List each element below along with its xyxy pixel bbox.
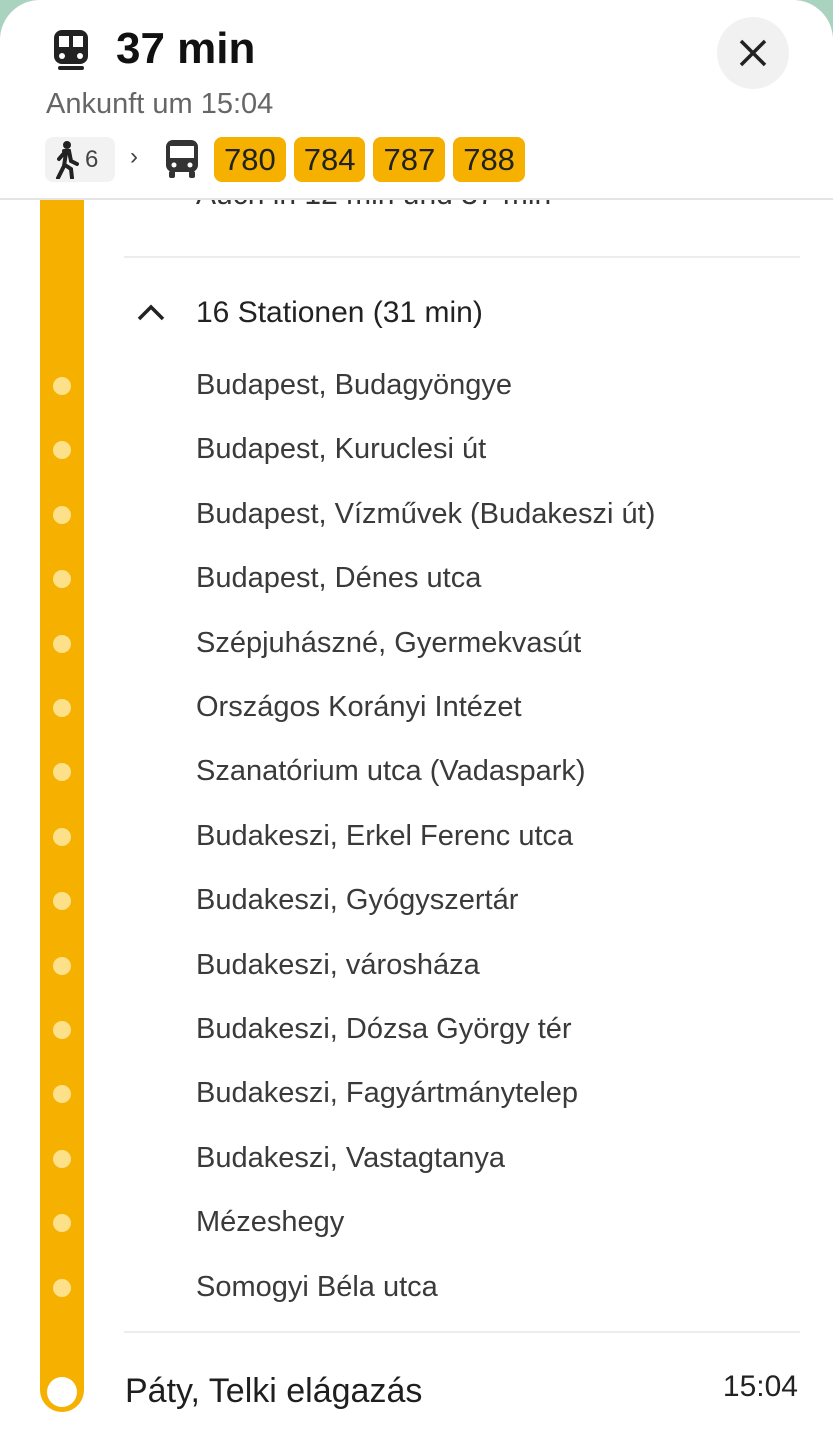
bus-line-badge: 780 [214, 137, 286, 182]
walk-segment: 6 [45, 137, 115, 182]
close-icon [739, 39, 767, 67]
bus-line-badges: 780 784 787 788 [214, 137, 525, 182]
stop-dot [53, 1021, 71, 1039]
stop-name[interactable]: Országos Korányi Intézet [196, 691, 522, 723]
train-icon [54, 30, 88, 70]
stop-name[interactable]: Szanatórium utca (Vadaspark) [196, 755, 586, 788]
stop-name[interactable]: Budakeszi, Vastagtanya [196, 1141, 505, 1174]
stop-name[interactable]: Budapest, Kuruclesi út [196, 433, 487, 466]
stop-dot [53, 505, 71, 524]
bus-icon [166, 140, 198, 178]
destination-time: 15:04 [722, 1370, 798, 1403]
close-button[interactable] [717, 17, 789, 89]
trip-duration: 37 min [116, 24, 256, 73]
stop-name[interactable]: Somogyi Béla utca [196, 1270, 438, 1303]
stop-dot [53, 763, 71, 782]
stop-dot [53, 570, 71, 589]
chevron-up-icon[interactable] [134, 296, 168, 330]
stop-name[interactable]: Budakeszi, Gyógyszertár [196, 884, 519, 917]
stop-name[interactable]: Budakeszi, városháza [196, 948, 480, 981]
walk-minutes: 6 [85, 145, 99, 173]
destination-dot [47, 1377, 77, 1407]
stop-name[interactable]: Szépjuhászné, Gyermekvasút [196, 626, 582, 659]
stop-dot [53, 1149, 71, 1168]
stop-name[interactable]: Budapest, Budagyöngye [196, 369, 513, 401]
stop-dot [53, 892, 71, 911]
chevron-right-icon: › [130, 143, 138, 170]
bus-line-badge: 784 [293, 137, 366, 182]
stop-dot [53, 377, 71, 395]
bus-line-badge: 787 [373, 137, 446, 182]
header: 37 min Ankunft um 15:04 6 › 780 784 787 … [0, 0, 833, 200]
divider [124, 1331, 800, 1333]
stop-name[interactable]: Budapest, Dénes utca [196, 562, 482, 595]
stop-dot [53, 827, 71, 846]
stop-name[interactable]: Budakeszi, Erkel Ferenc utca [196, 819, 574, 852]
stop-name[interactable]: Budakeszi, Dózsa György tér [196, 1013, 572, 1045]
stop-name[interactable]: Mézeshegy [196, 1206, 345, 1239]
stop-dot [53, 1214, 71, 1233]
stop-dot [53, 441, 71, 460]
stop-dot [53, 634, 71, 653]
stop-dot [53, 956, 71, 975]
stop-name[interactable]: Budakeszi, Fagyártmánytelep [196, 1077, 579, 1110]
stop-dot [53, 699, 71, 717]
bus-line-badge: 788 [453, 137, 525, 182]
stop-dot [53, 1085, 71, 1104]
stop-dot [53, 1278, 71, 1297]
walking-icon [56, 140, 79, 179]
divider [124, 256, 800, 258]
stations-toggle[interactable]: 16 Stationen (31 min) [196, 296, 483, 329]
stop-name[interactable]: Budapest, Vízművek (Budakeszi út) [196, 497, 656, 530]
destination-name: Páty, Telki elágazás [125, 1372, 423, 1410]
arrival-time: Ankunft um 15:04 [46, 88, 274, 120]
